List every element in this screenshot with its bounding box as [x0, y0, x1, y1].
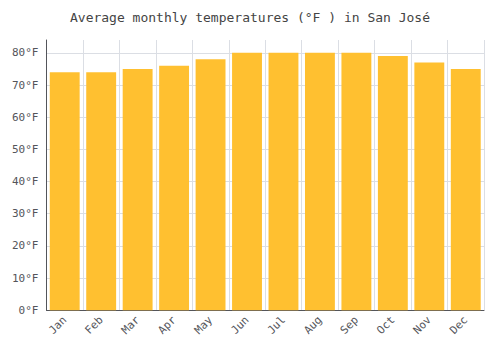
svg-text:Oct: Oct	[374, 314, 397, 337]
svg-text:Mar: Mar	[119, 313, 142, 336]
svg-text:Dec: Dec	[447, 314, 470, 337]
svg-text:50°F: 50°F	[12, 143, 39, 156]
svg-text:70°F: 70°F	[12, 79, 39, 92]
svg-text:20°F: 20°F	[12, 239, 39, 252]
svg-text:Sep: Sep	[338, 314, 361, 337]
svg-text:Nov: Nov	[411, 313, 434, 336]
svg-text:Average monthly temperatures (: Average monthly temperatures (°F ) in Sa…	[70, 10, 430, 25]
svg-text:Apr: Apr	[155, 313, 178, 336]
svg-text:Jun: Jun	[228, 314, 251, 337]
svg-text:Jul: Jul	[265, 314, 288, 337]
svg-text:60°F: 60°F	[12, 111, 39, 124]
svg-text:80°F: 80°F	[12, 46, 39, 59]
svg-text:May: May	[192, 313, 215, 336]
svg-text:Feb: Feb	[83, 314, 106, 337]
svg-text:40°F: 40°F	[12, 175, 39, 188]
svg-text:Jan: Jan	[46, 314, 69, 337]
svg-text:Aug: Aug	[301, 314, 324, 337]
svg-text:10°F: 10°F	[12, 272, 39, 285]
svg-text:30°F: 30°F	[12, 207, 39, 220]
svg-text:0°F: 0°F	[19, 304, 39, 317]
